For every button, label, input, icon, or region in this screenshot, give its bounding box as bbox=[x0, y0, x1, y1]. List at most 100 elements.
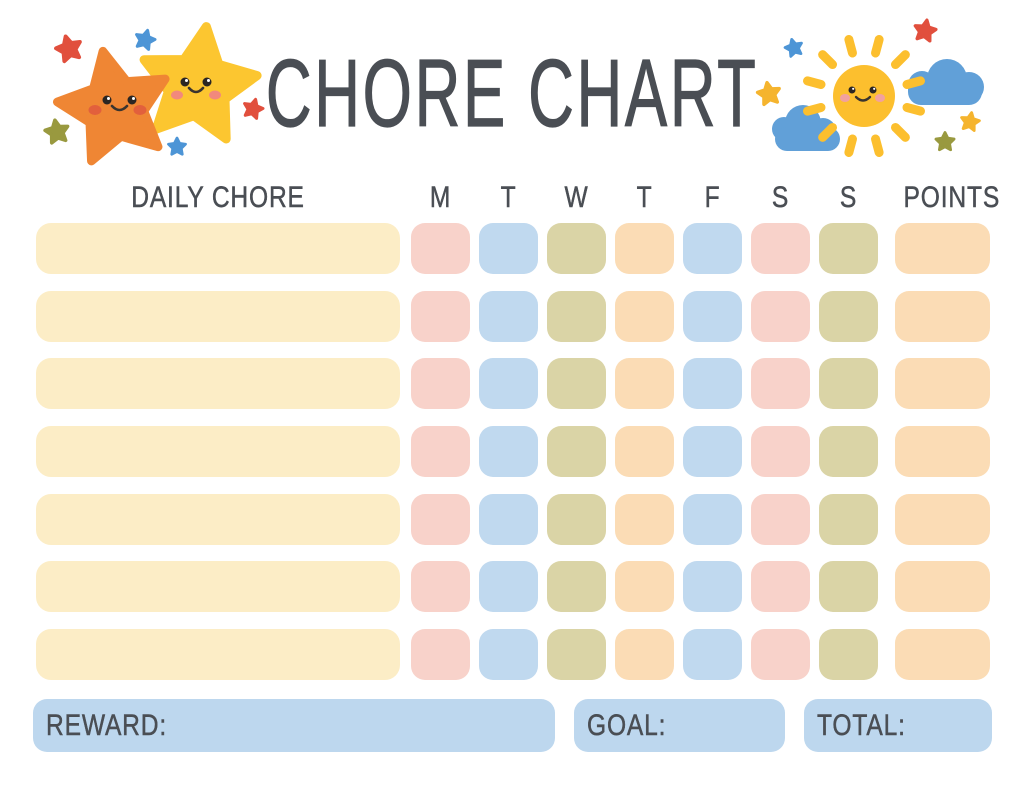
stars-decoration bbox=[41, 5, 302, 173]
mini-star-icon bbox=[782, 35, 806, 59]
day-cell-m0[interactable] bbox=[411, 358, 470, 409]
yellow-star-face bbox=[171, 77, 221, 100]
day-cell-t1[interactable] bbox=[479, 223, 538, 274]
column-header-friday: F bbox=[704, 181, 721, 214]
page-title: CHORE CHART bbox=[265, 40, 759, 147]
chore-name-cell[interactable] bbox=[36, 561, 400, 612]
day-cell-t3[interactable] bbox=[615, 223, 674, 274]
day-cell-s6[interactable] bbox=[819, 561, 878, 612]
chore-name-cell[interactable] bbox=[36, 223, 400, 274]
day-cell-f4[interactable] bbox=[683, 629, 742, 680]
mini-star-icon bbox=[934, 131, 956, 152]
chore-row bbox=[0, 223, 1024, 274]
chore-name-cell[interactable] bbox=[36, 494, 400, 545]
day-cell-s5[interactable] bbox=[751, 629, 810, 680]
sun-rays bbox=[802, 34, 926, 158]
column-header-tuesday: T bbox=[500, 181, 517, 214]
chore-name-cell[interactable] bbox=[36, 629, 400, 680]
day-cell-f4[interactable] bbox=[683, 358, 742, 409]
points-cell[interactable] bbox=[895, 561, 990, 612]
day-cell-s5[interactable] bbox=[751, 358, 810, 409]
day-cell-s6[interactable] bbox=[819, 426, 878, 477]
mini-star-icon bbox=[911, 16, 939, 44]
day-cell-f4[interactable] bbox=[683, 561, 742, 612]
day-cell-s6[interactable] bbox=[819, 629, 878, 680]
day-cell-s5[interactable] bbox=[751, 426, 810, 477]
points-cell[interactable] bbox=[895, 291, 990, 342]
day-cell-t3[interactable] bbox=[615, 358, 674, 409]
day-cell-w2[interactable] bbox=[547, 629, 606, 680]
day-cell-w2[interactable] bbox=[547, 223, 606, 274]
column-header-daily-chore: DAILY CHORE bbox=[131, 181, 305, 214]
day-cell-w2[interactable] bbox=[547, 561, 606, 612]
goal-box[interactable]: GOAL: bbox=[574, 699, 785, 752]
points-cell[interactable] bbox=[895, 494, 990, 545]
goal-label: GOAL: bbox=[587, 708, 667, 742]
sun-clouds-decoration bbox=[754, 16, 984, 158]
points-cell[interactable] bbox=[895, 358, 990, 409]
day-cell-m0[interactable] bbox=[411, 291, 470, 342]
day-cell-m0[interactable] bbox=[411, 561, 470, 612]
chore-row bbox=[0, 561, 1024, 612]
mini-star-icon bbox=[958, 109, 982, 133]
day-cell-s5[interactable] bbox=[751, 223, 810, 274]
day-cell-s5[interactable] bbox=[751, 291, 810, 342]
day-cell-f4[interactable] bbox=[683, 494, 742, 545]
chore-name-cell[interactable] bbox=[36, 291, 400, 342]
column-header-saturday: S bbox=[771, 181, 790, 214]
sun-icon bbox=[833, 65, 895, 127]
day-cell-w2[interactable] bbox=[547, 494, 606, 545]
day-cell-s6[interactable] bbox=[819, 494, 878, 545]
day-cell-t1[interactable] bbox=[479, 561, 538, 612]
reward-box[interactable]: REWARD: bbox=[33, 699, 555, 752]
points-cell[interactable] bbox=[895, 223, 990, 274]
day-cell-t1[interactable] bbox=[479, 629, 538, 680]
chore-row bbox=[0, 426, 1024, 477]
points-cell[interactable] bbox=[895, 629, 990, 680]
column-header-monday: M bbox=[429, 181, 452, 214]
day-cell-f4[interactable] bbox=[683, 426, 742, 477]
day-cell-s6[interactable] bbox=[819, 291, 878, 342]
chore-row bbox=[0, 629, 1024, 680]
cloud-icon bbox=[908, 59, 984, 105]
column-header-wednesday: W bbox=[564, 181, 589, 214]
day-cell-t3[interactable] bbox=[615, 291, 674, 342]
chart-rows bbox=[0, 223, 1024, 683]
total-box[interactable]: TOTAL: bbox=[804, 699, 992, 752]
day-cell-m0[interactable] bbox=[411, 223, 470, 274]
day-cell-t1[interactable] bbox=[479, 426, 538, 477]
day-cell-t3[interactable] bbox=[615, 494, 674, 545]
chore-row bbox=[0, 291, 1024, 342]
day-cell-s6[interactable] bbox=[819, 223, 878, 274]
day-cell-f4[interactable] bbox=[683, 291, 742, 342]
day-cell-m0[interactable] bbox=[411, 494, 470, 545]
column-header-points: POINTS bbox=[903, 181, 1001, 214]
day-cell-t3[interactable] bbox=[615, 561, 674, 612]
day-cell-w2[interactable] bbox=[547, 426, 606, 477]
day-cell-t3[interactable] bbox=[615, 629, 674, 680]
day-cell-m0[interactable] bbox=[411, 629, 470, 680]
chore-row bbox=[0, 358, 1024, 409]
day-cell-w2[interactable] bbox=[547, 291, 606, 342]
chore-row bbox=[0, 494, 1024, 545]
day-cell-f4[interactable] bbox=[683, 223, 742, 274]
day-cell-t1[interactable] bbox=[479, 358, 538, 409]
day-cell-s5[interactable] bbox=[751, 561, 810, 612]
day-cell-t1[interactable] bbox=[479, 291, 538, 342]
points-cell[interactable] bbox=[895, 426, 990, 477]
day-cell-w2[interactable] bbox=[547, 358, 606, 409]
column-header-sunday: S bbox=[839, 181, 858, 214]
total-label: TOTAL: bbox=[817, 708, 906, 742]
day-cell-s5[interactable] bbox=[751, 494, 810, 545]
column-header-thursday: T bbox=[636, 181, 653, 214]
mini-star-icon bbox=[754, 79, 784, 107]
chore-name-cell[interactable] bbox=[36, 426, 400, 477]
orange-star-face bbox=[88, 95, 147, 115]
chore-name-cell[interactable] bbox=[36, 358, 400, 409]
reward-label: REWARD: bbox=[46, 708, 168, 742]
day-cell-m0[interactable] bbox=[411, 426, 470, 477]
day-cell-s6[interactable] bbox=[819, 358, 878, 409]
day-cell-t3[interactable] bbox=[615, 426, 674, 477]
day-cell-t1[interactable] bbox=[479, 494, 538, 545]
